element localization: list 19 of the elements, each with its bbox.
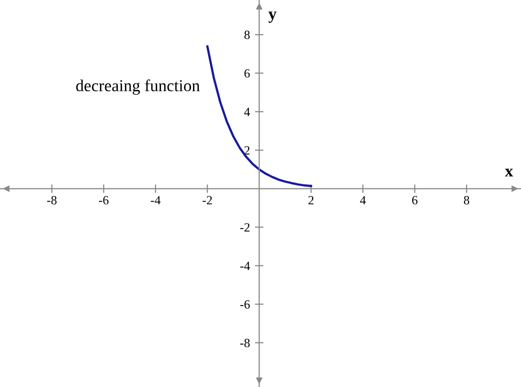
line-series	[206, 45, 312, 188]
y-tick-label: 4	[244, 108, 250, 116]
x-tick-label: -2	[202, 196, 212, 204]
x-tick-label: 2	[308, 196, 314, 204]
annotation: decreaing function	[76, 79, 200, 95]
y-tick-label: -2	[240, 223, 250, 232]
x-tick-label: -8	[47, 196, 57, 204]
y-tick-label: 6	[244, 69, 250, 78]
x-axis-title: x	[504, 168, 514, 176]
y-axis-title: y	[268, 12, 276, 23]
x-tick-label: 8	[464, 196, 470, 204]
x-tick-label: 6	[412, 196, 418, 204]
y-tick-label: -6	[240, 300, 250, 309]
y-tick-label: 8	[244, 30, 250, 40]
x-tick-label: -4	[150, 196, 161, 204]
y-tick-label: -4	[240, 262, 250, 270]
y-tick-label: -8	[240, 338, 250, 348]
x-tick-label: -6	[98, 196, 109, 204]
x-tick-label: 4	[360, 196, 366, 204]
